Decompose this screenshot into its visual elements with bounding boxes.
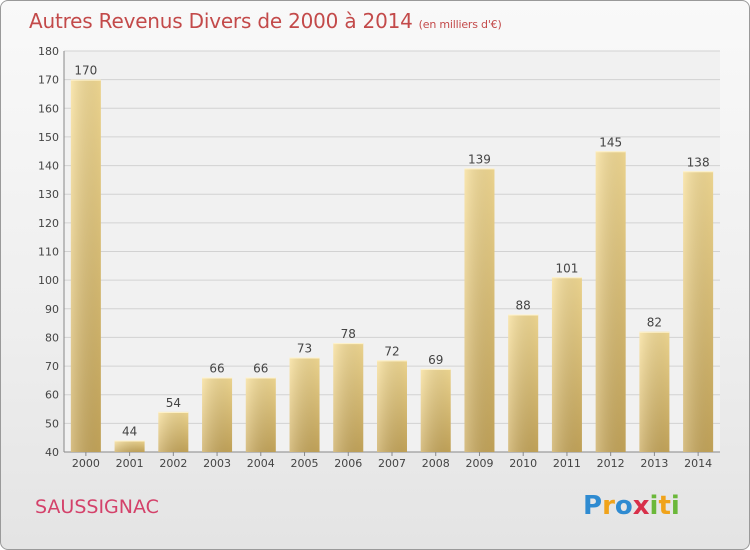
logo-letter: o	[614, 491, 633, 521]
x-tick-label: 2001	[116, 457, 144, 470]
x-tick-label: 2014	[684, 457, 712, 470]
x-tick-label: 2006	[334, 457, 362, 470]
data-label: 66	[209, 362, 224, 376]
y-tick-label: 40	[45, 446, 59, 459]
x-tick-label: 2012	[597, 457, 625, 470]
data-label: 72	[384, 344, 399, 358]
data-labels: 170 44 54 66 66 73 78 72 69 139 88 101 145 82 138	[74, 64, 709, 439]
data-label: 145	[599, 135, 622, 149]
bar-shade	[245, 377, 276, 452]
bars	[70, 79, 714, 453]
data-label: 170	[74, 64, 97, 78]
y-tick-label: 120	[38, 217, 59, 230]
y-tick-label: 110	[38, 246, 59, 259]
data-label: 44	[122, 425, 137, 439]
tick-labels: 40 50 60 70 80 90 100 110 120 130 140 150 160 170 180 2…	[38, 45, 712, 470]
y-tick-label: 160	[38, 102, 59, 115]
logo-letter: i	[649, 491, 659, 521]
y-tick-label: 90	[45, 303, 59, 316]
logo-letter: x	[632, 491, 650, 521]
x-tick-label: 2003	[203, 457, 231, 470]
x-tick-label: 2000	[72, 457, 100, 470]
bar-shade	[289, 357, 320, 452]
y-tick-label: 50	[45, 417, 59, 430]
logo-letter: P	[583, 491, 603, 521]
y-tick-label: 130	[38, 188, 59, 201]
y-tick-label: 60	[45, 389, 59, 402]
x-tick-label: 2004	[247, 457, 275, 470]
data-label: 54	[166, 396, 181, 410]
chart-subtitle: (en milliers d'€)	[418, 18, 502, 31]
bar-shade	[158, 411, 189, 452]
title-text: Autres Revenus Divers de 2000 à 2014	[29, 9, 413, 33]
bar-shade	[683, 171, 714, 453]
x-tick-label: 2013	[640, 457, 668, 470]
x-tick-label: 2011	[553, 457, 581, 470]
bar-shade	[114, 440, 145, 452]
bar-shade	[639, 331, 670, 452]
y-tick-label: 150	[38, 131, 59, 144]
x-tick-label: 2005	[291, 457, 319, 470]
proxiti-logo: Proxiti	[583, 491, 680, 521]
y-tick-label: 100	[38, 274, 59, 287]
bar-shade	[70, 79, 101, 453]
data-label: 73	[297, 341, 312, 355]
chart-title: Autres Revenus Divers de 2000 à 2014 (en …	[29, 9, 502, 33]
x-tick-label: 2002	[159, 457, 187, 470]
bar-shade	[464, 168, 495, 452]
data-label: 69	[428, 353, 443, 367]
y-tick-label: 80	[45, 331, 59, 344]
x-tick-label: 2010	[509, 457, 537, 470]
data-label: 66	[253, 362, 268, 376]
data-label: 138	[687, 155, 710, 169]
x-tick-label: 2007	[378, 457, 406, 470]
logo-letter: r	[602, 491, 615, 521]
place-name: SAUSSIGNAC	[35, 496, 159, 518]
y-tick-label: 180	[38, 45, 59, 58]
data-label: 82	[647, 316, 662, 330]
data-label: 88	[516, 299, 531, 313]
logo-letter: i	[670, 491, 680, 521]
data-label: 101	[555, 261, 578, 275]
bar-shade	[595, 151, 626, 452]
y-tick-label: 140	[38, 160, 59, 173]
x-tick-label: 2008	[422, 457, 450, 470]
y-tick-label: 170	[38, 74, 59, 87]
data-label: 78	[341, 327, 356, 341]
bar-shade	[377, 360, 407, 452]
logo-letter: t	[658, 491, 671, 521]
bar-shade	[420, 368, 451, 452]
data-label: 139	[468, 152, 491, 166]
bar-shade	[551, 277, 582, 452]
bar-shade	[202, 377, 233, 452]
x-tick-label: 2009	[465, 457, 493, 470]
bar-shade	[508, 314, 539, 452]
bar-shade	[333, 343, 364, 452]
y-tick-label: 70	[45, 360, 59, 373]
